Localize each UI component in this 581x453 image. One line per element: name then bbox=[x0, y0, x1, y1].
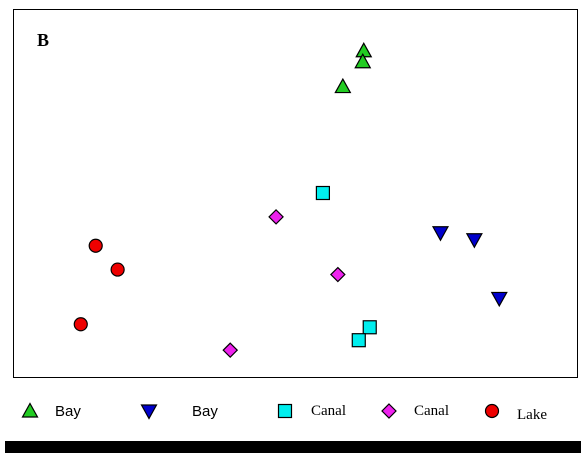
data-point-triangle-up-3 bbox=[334, 77, 352, 94]
data-point-square-3 bbox=[351, 333, 366, 348]
bottom-bar bbox=[5, 441, 581, 453]
scatter-plot bbox=[73, 42, 508, 358]
data-point-diamond-3 bbox=[222, 342, 239, 358]
panel-label: B bbox=[37, 30, 50, 50]
plot-area: B bbox=[13, 9, 578, 378]
data-point-circle-1 bbox=[88, 238, 103, 253]
data-point-triangle-down-3 bbox=[490, 291, 508, 308]
data-point-circle-3 bbox=[73, 317, 88, 332]
legend-markers bbox=[21, 402, 500, 420]
legend-marker-triangle-up bbox=[21, 402, 39, 418]
legend-marker-square bbox=[277, 403, 293, 419]
legend-label-square: Canal bbox=[311, 403, 346, 419]
legend-marker-circle bbox=[484, 403, 500, 419]
data-point-square-1 bbox=[315, 185, 331, 201]
legend-label-triangle-down: Bay bbox=[192, 403, 218, 420]
data-point-triangle-up-1 bbox=[355, 42, 373, 58]
legend-label-triangle-up: Bay bbox=[55, 403, 81, 420]
data-point-diamond-1 bbox=[268, 209, 284, 225]
data-point-triangle-down-2 bbox=[465, 233, 483, 249]
data-point-triangle-up-2 bbox=[354, 52, 372, 69]
data-point-square-2 bbox=[362, 320, 377, 335]
data-point-triangle-down-1 bbox=[431, 226, 450, 242]
legend-marker-diamond bbox=[381, 403, 397, 419]
legend-marker-triangle-down bbox=[140, 404, 158, 420]
data-point-circle-2 bbox=[110, 262, 125, 277]
legend-label-diamond: Canal bbox=[414, 403, 449, 419]
data-point-diamond-2 bbox=[330, 266, 346, 283]
legend-label-circle: Lake bbox=[517, 407, 547, 423]
